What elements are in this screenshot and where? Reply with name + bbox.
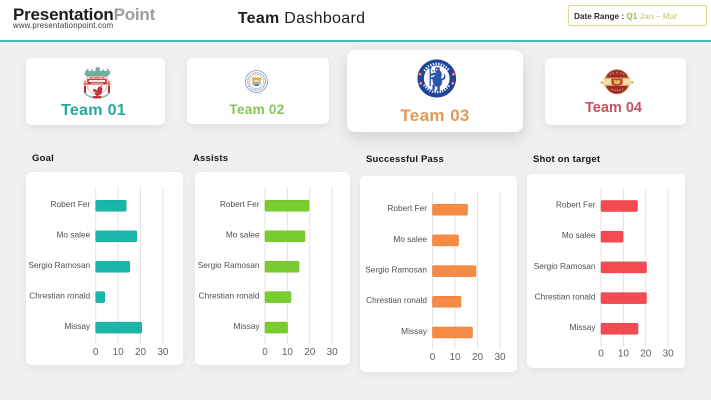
svg-text:Robert Fer: Robert Fer (387, 203, 427, 213)
svg-text:30: 30 (157, 347, 169, 358)
svg-text:Missay: Missay (570, 322, 597, 332)
svg-text:Chrestian ronald: Chrestian ronald (199, 291, 260, 301)
svg-text:20: 20 (135, 347, 147, 358)
svg-text:30: 30 (494, 352, 506, 363)
svg-text:0: 0 (598, 349, 604, 360)
svg-text:30: 30 (663, 349, 675, 360)
svg-text:20: 20 (304, 347, 316, 358)
svg-text:Robert Fer: Robert Fer (556, 200, 596, 210)
svg-text:Mo salee: Mo salee (226, 230, 260, 240)
svg-text:30: 30 (327, 347, 339, 358)
svg-text:Sergio Ramosan: Sergio Ramosan (198, 260, 260, 270)
svg-text:Missay: Missay (401, 325, 428, 335)
svg-text:0: 0 (430, 352, 436, 363)
svg-text:Missay: Missay (64, 321, 91, 331)
svg-text:Missay: Missay (234, 321, 261, 331)
svg-text:Sergio Ramosan: Sergio Ramosan (534, 261, 596, 271)
svg-text:Chrestian ronald: Chrestian ronald (535, 292, 596, 302)
svg-text:10: 10 (618, 349, 630, 360)
svg-text:20: 20 (472, 352, 484, 363)
svg-text:0: 0 (93, 347, 99, 358)
svg-text:Sergio Ramosan: Sergio Ramosan (28, 260, 90, 270)
svg-text:10: 10 (449, 352, 461, 363)
svg-text:Mo salee: Mo salee (393, 233, 427, 243)
svg-text:Robert Fer: Robert Fer (51, 199, 91, 209)
svg-text:0: 0 (262, 347, 268, 358)
svg-text:Robert Fer: Robert Fer (220, 199, 260, 209)
svg-text:Mo salee: Mo salee (57, 230, 91, 240)
svg-text:Sergio Ramosan: Sergio Ramosan (365, 264, 427, 274)
svg-text:10: 10 (282, 347, 294, 358)
svg-text:Chrestian ronald: Chrestian ronald (366, 295, 427, 305)
svg-text:Chrestian ronald: Chrestian ronald (29, 291, 90, 301)
svg-text:20: 20 (640, 349, 652, 360)
svg-text:Mo salee: Mo salee (562, 230, 596, 240)
svg-text:10: 10 (113, 347, 125, 358)
